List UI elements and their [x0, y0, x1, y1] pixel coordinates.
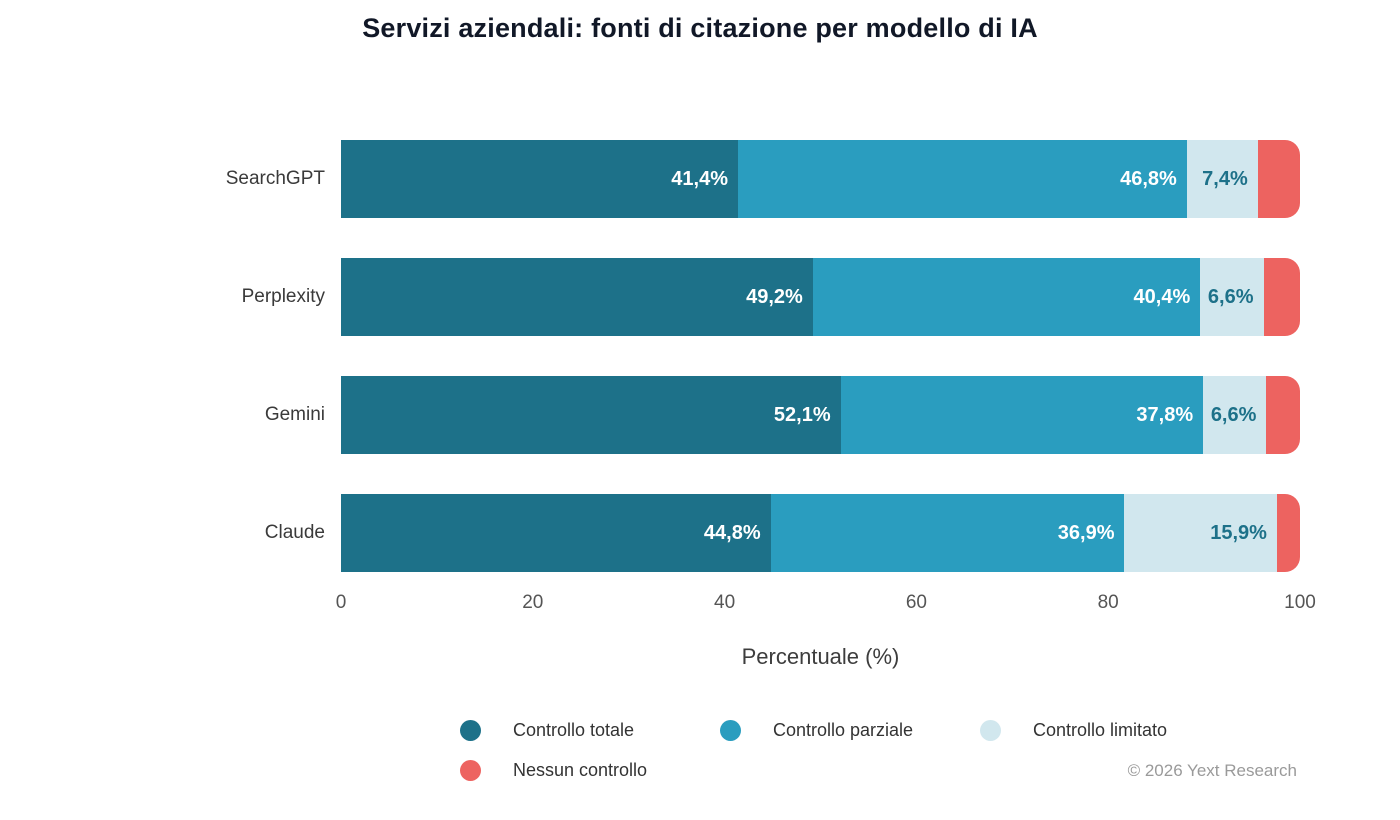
bar-segment-controllo-parziale: 37,8%: [840, 376, 1204, 454]
bar-segment-controllo-parziale: 46,8%: [738, 140, 1187, 218]
bar-row-perplexity: Perplexity 49,2% 40,4% 6,6%: [242, 258, 1300, 336]
bar-segment-controllo-limitato: 6,6%: [1200, 258, 1264, 336]
bar-segment-controllo-limitato: 6,6%: [1203, 376, 1267, 454]
legend-swatch-controllo-limitato: [980, 719, 1001, 741]
segment-value-label: 41,4%: [671, 167, 729, 190]
segment-value-label: 6,6%: [1207, 285, 1254, 308]
bar-segment-nessun-controllo: [1276, 494, 1300, 572]
bar-segment-controllo-totale: 49,2%: [341, 258, 813, 336]
legend-item-label: Controllo limitato: [1033, 719, 1168, 740]
bar-segment-controllo-limitato: 15,9%: [1124, 494, 1277, 572]
segment-value-label: 49,2%: [746, 285, 803, 308]
bar-segment-nessun-controllo: [1257, 140, 1300, 218]
category-label-searchgpt: SearchGPT: [225, 168, 325, 189]
bar-segment-controllo-totale: 41,4%: [341, 140, 739, 218]
legend-swatch-nessun-controllo: [460, 759, 481, 781]
segment-value-label: 15,9%: [1210, 521, 1267, 544]
x-axis-title: Percentuale (%): [741, 644, 900, 669]
segment-value-label: 44,8%: [703, 521, 761, 544]
bar-segment-controllo-parziale: 36,9%: [770, 494, 1125, 572]
x-axis-tick-0: 0: [335, 592, 347, 613]
x-axis-tick-60: 60: [905, 592, 927, 613]
segment-value-label: 40,4%: [1133, 285, 1191, 308]
legend-item-label: Controllo parziale: [773, 719, 914, 740]
bar-row-claude: Claude 44,8% 36,9% 15,9%: [265, 494, 1300, 572]
category-label-gemini: Gemini: [264, 404, 325, 425]
segment-value-label: 36,9%: [1057, 521, 1115, 544]
segment-value-label: 46,8%: [1120, 167, 1177, 190]
bar-track-claude: 44,8% 36,9% 15,9%: [341, 494, 1300, 572]
legend-item-controllo-totale: Controllo totale: [430, 710, 690, 750]
legend-item-nessun-controllo: Nessun controllo: [430, 750, 690, 790]
legend: Controllo totale Controllo parziale Contro…: [430, 710, 1230, 790]
bar-segment-nessun-controllo: [1263, 258, 1300, 336]
x-axis: 0 20 40 60 80 100: [336, 592, 1316, 616]
legend-item-controllo-limitato: Controllo limitato: [950, 710, 1210, 750]
plot-area: SearchGPT 41,4% 46,8% 7,4% Perplexity 49,2% 40…: [226, 140, 1300, 572]
category-label-perplexity: Perplexity: [241, 286, 325, 307]
legend-item-label: Controllo totale: [513, 719, 635, 740]
segment-value-label: 7,4%: [1202, 167, 1248, 190]
segment-value-label: 52,1%: [773, 403, 831, 426]
bar-segment-controllo-parziale: 40,4%: [812, 258, 1201, 336]
segment-value-label: 37,8%: [1136, 403, 1194, 426]
bar-segment-controllo-totale: 44,8%: [341, 494, 771, 572]
bar-segment-controllo-limitato: 7,4%: [1186, 140, 1258, 218]
bar-row-searchgpt: SearchGPT 41,4% 46,8% 7,4%: [226, 140, 1300, 218]
segment-value-label: 6,6%: [1210, 403, 1257, 426]
chart-title: Servizi aziendali: fonti di citazione pe…: [362, 13, 1038, 43]
legend-swatch-controllo-parziale: [720, 719, 741, 741]
bar-track-perplexity: 49,2% 40,4% 6,6%: [341, 258, 1300, 336]
x-axis-tick-100: 100: [1284, 592, 1316, 613]
category-label-claude: Claude: [264, 522, 325, 543]
bar-segment-controllo-totale: 52,1%: [341, 376, 841, 454]
bar-track-searchgpt: 41,4% 46,8% 7,4%: [341, 140, 1300, 218]
legend-swatch-controllo-totale: [460, 719, 481, 741]
bar-track-gemini: 52,1% 37,8% 6,6%: [341, 376, 1300, 454]
x-axis-tick-40: 40: [714, 592, 736, 613]
bar-row-gemini: Gemini 52,1% 37,8% 6,6%: [265, 376, 1300, 454]
legend-item-controllo-parziale: Controllo parziale: [690, 710, 950, 750]
x-axis-tick-80: 80: [1097, 592, 1119, 613]
footer-credit: © 2026 Yext Research: [1127, 761, 1297, 780]
legend-item-label: Nessun controllo: [513, 759, 648, 780]
bar-segment-nessun-controllo: [1266, 376, 1300, 454]
x-axis-tick-20: 20: [522, 592, 544, 613]
